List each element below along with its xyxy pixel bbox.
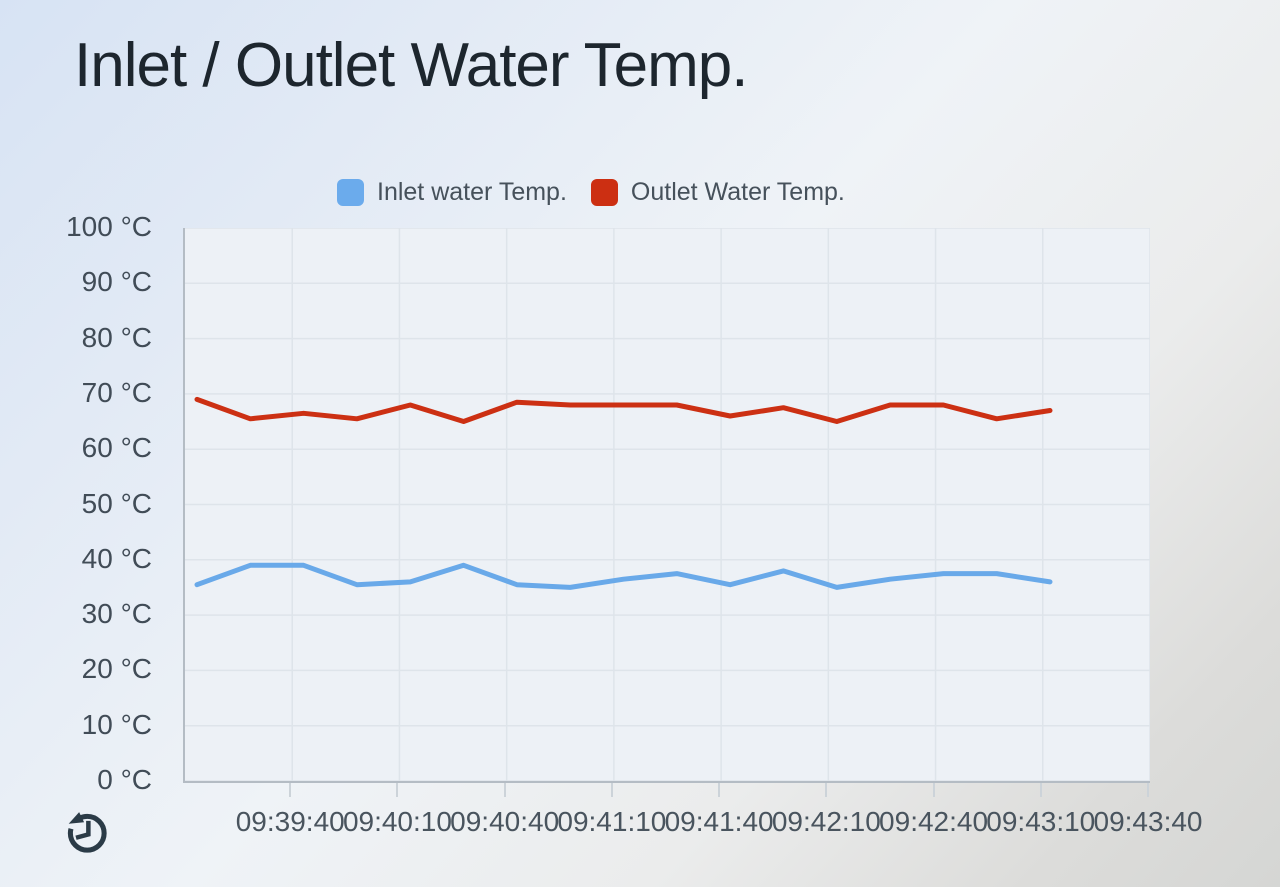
x-axis-tick-mark: [396, 783, 399, 797]
y-axis-tick-label: 60 °C: [81, 432, 152, 464]
x-axis-tick-label: 09:40:10: [342, 806, 452, 837]
y-axis-tick-label: 50 °C: [81, 487, 152, 519]
y-axis-tick-label: 100 °C: [66, 211, 152, 242]
legend-item-inlet: Inlet water Temp.: [337, 178, 567, 207]
x-axis-tick-label: 09:42:40: [879, 806, 989, 837]
plot-area: [183, 228, 1150, 783]
x-axis-tick-label: 09:40:40: [450, 806, 560, 837]
history-button[interactable]: [58, 804, 112, 858]
x-axis-tick-mark: [825, 783, 828, 797]
y-axis-tick-label: 80 °C: [81, 321, 152, 353]
series-line-1: [194, 396, 1053, 424]
series-lines: [194, 396, 1053, 590]
chart-legend: Inlet water Temp. Outlet Water Temp.: [337, 178, 845, 207]
y-axis-tick-label: 40 °C: [81, 542, 152, 574]
inlet-legend-swatch: [337, 179, 364, 206]
x-axis-tick-label: 09:41:10: [557, 806, 667, 837]
page-title: Inlet / Outlet Water Temp.: [74, 31, 748, 100]
y-axis-tick-label: 0 °C: [97, 764, 152, 795]
y-axis-tick-label: 20 °C: [81, 653, 152, 685]
x-axis-tick-mark: [610, 783, 613, 797]
x-axis-tick-mark: [932, 783, 935, 797]
x-axis-tick-mark: [503, 783, 506, 797]
legend-item-outlet: Outlet Water Temp.: [590, 178, 845, 207]
history-icon-ring: [67, 813, 107, 853]
x-axis-tick-label: 09:39:40: [235, 806, 345, 837]
x-axis-tick-mark: [289, 783, 292, 797]
x-axis-tick-mark: [1147, 783, 1149, 797]
series-line-0: [194, 562, 1053, 590]
history-icon: [67, 812, 107, 853]
inlet-legend-label: Inlet water Temp.: [377, 178, 567, 206]
temperature-chart: [185, 228, 1150, 781]
x-axis-tick-mark: [718, 783, 721, 797]
history-icon-arrowhead: [68, 812, 85, 824]
y-axis-tick-label: 30 °C: [81, 598, 152, 630]
x-axis-tick-mark: [1039, 783, 1042, 797]
vertical-gridlines: [291, 228, 1150, 781]
y-axis-tick-label: 70 °C: [81, 376, 152, 408]
x-axis-tick-label: 09:41:40: [664, 806, 774, 837]
y-axis-tick-label: 90 °C: [81, 266, 152, 298]
outlet-legend-swatch: [590, 179, 618, 206]
outlet-legend-label: Outlet Water Temp.: [630, 178, 845, 206]
y-axis-tick-label: 10 °C: [81, 708, 152, 740]
x-axis-tick-label: 09:43:40: [1093, 806, 1203, 837]
x-axis-tick-label: 09:42:10: [771, 806, 881, 837]
x-axis-tick-label: 09:43:10: [986, 806, 1096, 837]
horizontal-gridlines: [185, 228, 1150, 781]
history-icon-clock-hands: [75, 820, 91, 840]
